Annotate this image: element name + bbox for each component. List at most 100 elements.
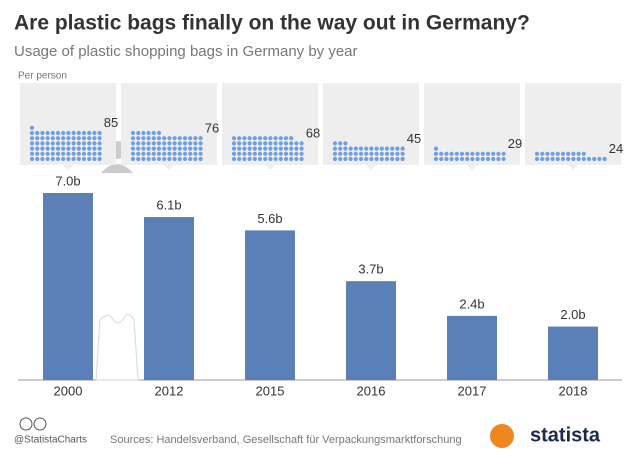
dot — [459, 156, 465, 162]
dot — [71, 156, 76, 162]
dot — [501, 151, 506, 156]
dot — [66, 156, 71, 162]
dot — [81, 146, 87, 151]
dot — [581, 151, 586, 156]
dot — [40, 151, 45, 156]
dot — [278, 151, 283, 156]
dot — [332, 146, 338, 151]
dot — [97, 130, 102, 136]
dot — [390, 151, 395, 156]
dot — [193, 141, 198, 146]
dot — [198, 156, 203, 162]
dot — [35, 130, 40, 136]
dot — [40, 136, 45, 141]
dot — [141, 151, 146, 156]
source: Sources: Handelsverband, Gesellschaft fü… — [110, 434, 462, 446]
dot — [480, 151, 485, 156]
x-tick-label: 2015 — [256, 383, 285, 398]
dot — [50, 156, 55, 162]
dot — [283, 146, 289, 151]
dot — [231, 136, 237, 141]
bar — [245, 230, 295, 380]
dot — [268, 151, 273, 156]
dot — [299, 141, 304, 146]
dot — [130, 136, 136, 141]
dot — [480, 156, 485, 162]
dot — [283, 141, 289, 146]
dot — [193, 136, 198, 141]
dot — [45, 146, 50, 151]
dot — [242, 156, 247, 162]
dot — [146, 151, 151, 156]
dot — [198, 136, 203, 141]
dot — [76, 151, 81, 156]
dot — [540, 151, 545, 156]
dot — [475, 151, 480, 156]
dot — [294, 151, 299, 156]
dot — [268, 146, 273, 151]
dot — [87, 151, 92, 156]
dot — [188, 156, 193, 162]
dot — [485, 156, 491, 162]
bag-icon — [95, 313, 139, 381]
dot — [374, 151, 379, 156]
dot — [273, 151, 278, 156]
dot — [29, 125, 35, 130]
chart-subtitle: Usage of plastic shopping bags in German… — [14, 43, 358, 60]
dot — [136, 136, 141, 141]
dot — [87, 156, 92, 162]
dot — [566, 156, 571, 162]
dot — [353, 151, 358, 156]
dot — [151, 136, 156, 141]
dot — [81, 156, 87, 162]
dot — [81, 136, 87, 141]
dot — [92, 141, 97, 146]
dot — [151, 146, 156, 151]
dot — [358, 156, 364, 162]
dot — [459, 151, 465, 156]
dot — [130, 146, 136, 151]
dot — [87, 136, 92, 141]
dot — [369, 146, 374, 151]
panel — [424, 83, 520, 170]
dot — [283, 136, 289, 141]
dot — [50, 141, 55, 146]
dot — [231, 156, 237, 162]
per-person-value: 29 — [508, 136, 522, 151]
dot — [76, 130, 81, 136]
dot — [384, 151, 390, 156]
dot — [55, 136, 61, 141]
dot — [130, 141, 136, 146]
dot — [130, 151, 136, 156]
dot — [571, 156, 576, 162]
x-tick-label: 2018 — [559, 383, 588, 398]
dot — [242, 146, 247, 151]
x-tick-label: 2000 — [54, 383, 83, 398]
dot — [257, 146, 263, 151]
dot — [566, 151, 571, 156]
bar — [548, 326, 598, 380]
logo-circle — [490, 424, 514, 448]
dot — [66, 141, 71, 146]
dot — [379, 156, 384, 162]
dot — [71, 136, 76, 141]
dot — [55, 151, 61, 156]
dot — [237, 156, 242, 162]
dot — [257, 136, 263, 141]
dot — [278, 141, 283, 146]
dot — [597, 156, 602, 162]
dot — [151, 151, 156, 156]
dot — [172, 146, 177, 151]
dot — [400, 146, 405, 151]
dot — [273, 136, 278, 141]
dot — [45, 130, 50, 136]
dot — [182, 141, 188, 146]
dot — [193, 151, 198, 156]
dot — [182, 151, 188, 156]
dot — [29, 151, 35, 156]
dot — [61, 156, 66, 162]
dot — [534, 151, 540, 156]
dot — [188, 136, 193, 141]
dot — [268, 156, 273, 162]
